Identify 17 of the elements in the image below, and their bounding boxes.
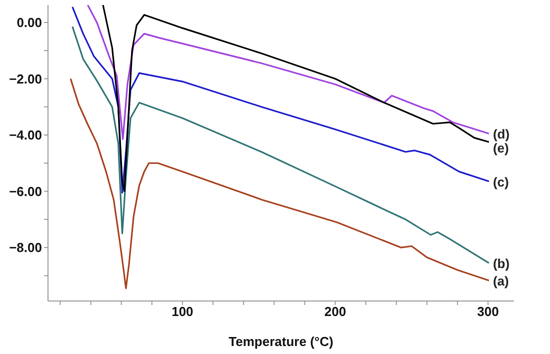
x-tick-label: 300	[477, 304, 499, 320]
y-tick-label: −4.00	[9, 128, 42, 143]
series-label: (c)	[492, 174, 509, 190]
y-tick-label: 0.00	[16, 15, 42, 30]
line-series	[86, 5, 490, 140]
x-tick-label: 200	[324, 304, 346, 320]
series-label: (a)	[492, 273, 509, 288]
x-axis-title: Temperature (°C)	[228, 334, 334, 349]
y-tick-label: −2.00	[9, 71, 42, 86]
x-tick-label: 100	[172, 304, 194, 320]
y-tick-label: −6.00	[9, 184, 42, 199]
line-series	[72, 26, 490, 264]
line-series	[70, 78, 490, 290]
series-label: (e)	[492, 140, 509, 156]
series-label: (d)	[492, 126, 510, 142]
y-tick-label: −8.00	[9, 240, 42, 256]
series-label: (b)	[492, 256, 510, 272]
